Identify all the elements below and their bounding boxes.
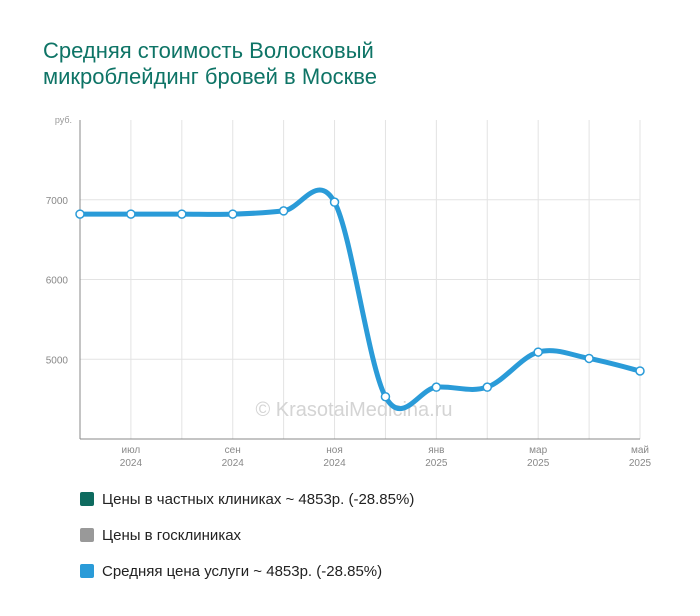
legend-item-public[interactable]: Цены в госклиниках (80, 524, 414, 546)
watermark: © KrasotaiMedicina.ru (255, 399, 452, 421)
legend-swatch-private (80, 492, 94, 506)
legend-label-public: Цены в госклиниках (102, 526, 242, 544)
y-tick-label: 6000 (46, 276, 69, 287)
x-tick-year: 2025 (527, 458, 550, 469)
series-line-average (77, 187, 643, 412)
data-point (635, 366, 645, 376)
data-point (177, 209, 187, 219)
y-unit-label: руб. (55, 115, 72, 125)
data-point (482, 382, 493, 392)
x-tick-month: янв (428, 445, 444, 456)
legend-swatch-public (80, 528, 94, 542)
x-tick-month: май (631, 445, 649, 456)
y-tick-label: 5000 (46, 355, 69, 366)
legend-swatch-average (80, 564, 94, 578)
x-tick-month: сен (225, 445, 241, 456)
x-tick-month: мар (529, 445, 547, 456)
axes (79, 120, 640, 440)
x-tick-month: ноя (326, 445, 343, 456)
chart-title-line-2: микроблейдинг бровей в Москве (43, 64, 377, 89)
data-point (75, 209, 85, 219)
series (77, 187, 643, 412)
data-point (533, 347, 543, 357)
x-tick-month: июл (122, 445, 141, 456)
legend-label-private: Цены в частных клиниках ~ 4853р. (-28.85… (102, 490, 415, 508)
chart-title: Средняя стоимость Волосковый микроблейди… (43, 38, 643, 90)
legend: Цены в частных клиниках ~ 4853р. (-28.85… (80, 488, 414, 596)
chart-title-line-1: Средняя стоимость Волосковый (43, 38, 374, 63)
data-point (278, 206, 289, 216)
data-point (126, 209, 136, 219)
x-tick-year: 2025 (629, 458, 652, 469)
data-point (584, 353, 594, 364)
data-point (227, 209, 238, 219)
data-point (380, 391, 391, 402)
x-tick-year: 2024 (323, 458, 346, 469)
x-tick-year: 2025 (425, 458, 448, 469)
x-tick-year: 2024 (222, 458, 245, 469)
grid (79, 120, 641, 439)
legend-label-average: Средняя цена услуги ~ 4853р. (-28.85%) (102, 562, 383, 580)
labels: 5000 6000 7000 руб. июл 2024 сен 2024 ноя 2024 янв… (46, 115, 652, 469)
data-point (329, 197, 340, 207)
line-chart: © KrasotaiMedicina.ru 5000 6000 7000 руб. ию… (46, 115, 652, 469)
legend-item-average[interactable]: Средняя цена услуги ~ 4853р. (-28.85%) (80, 560, 414, 582)
markers (75, 197, 645, 402)
data-point (431, 382, 442, 392)
legend-item-private[interactable]: Цены в частных клиниках ~ 4853р. (-28.85… (80, 488, 414, 510)
y-tick-label: 7000 (46, 196, 69, 207)
x-tick-year: 2024 (120, 458, 143, 469)
